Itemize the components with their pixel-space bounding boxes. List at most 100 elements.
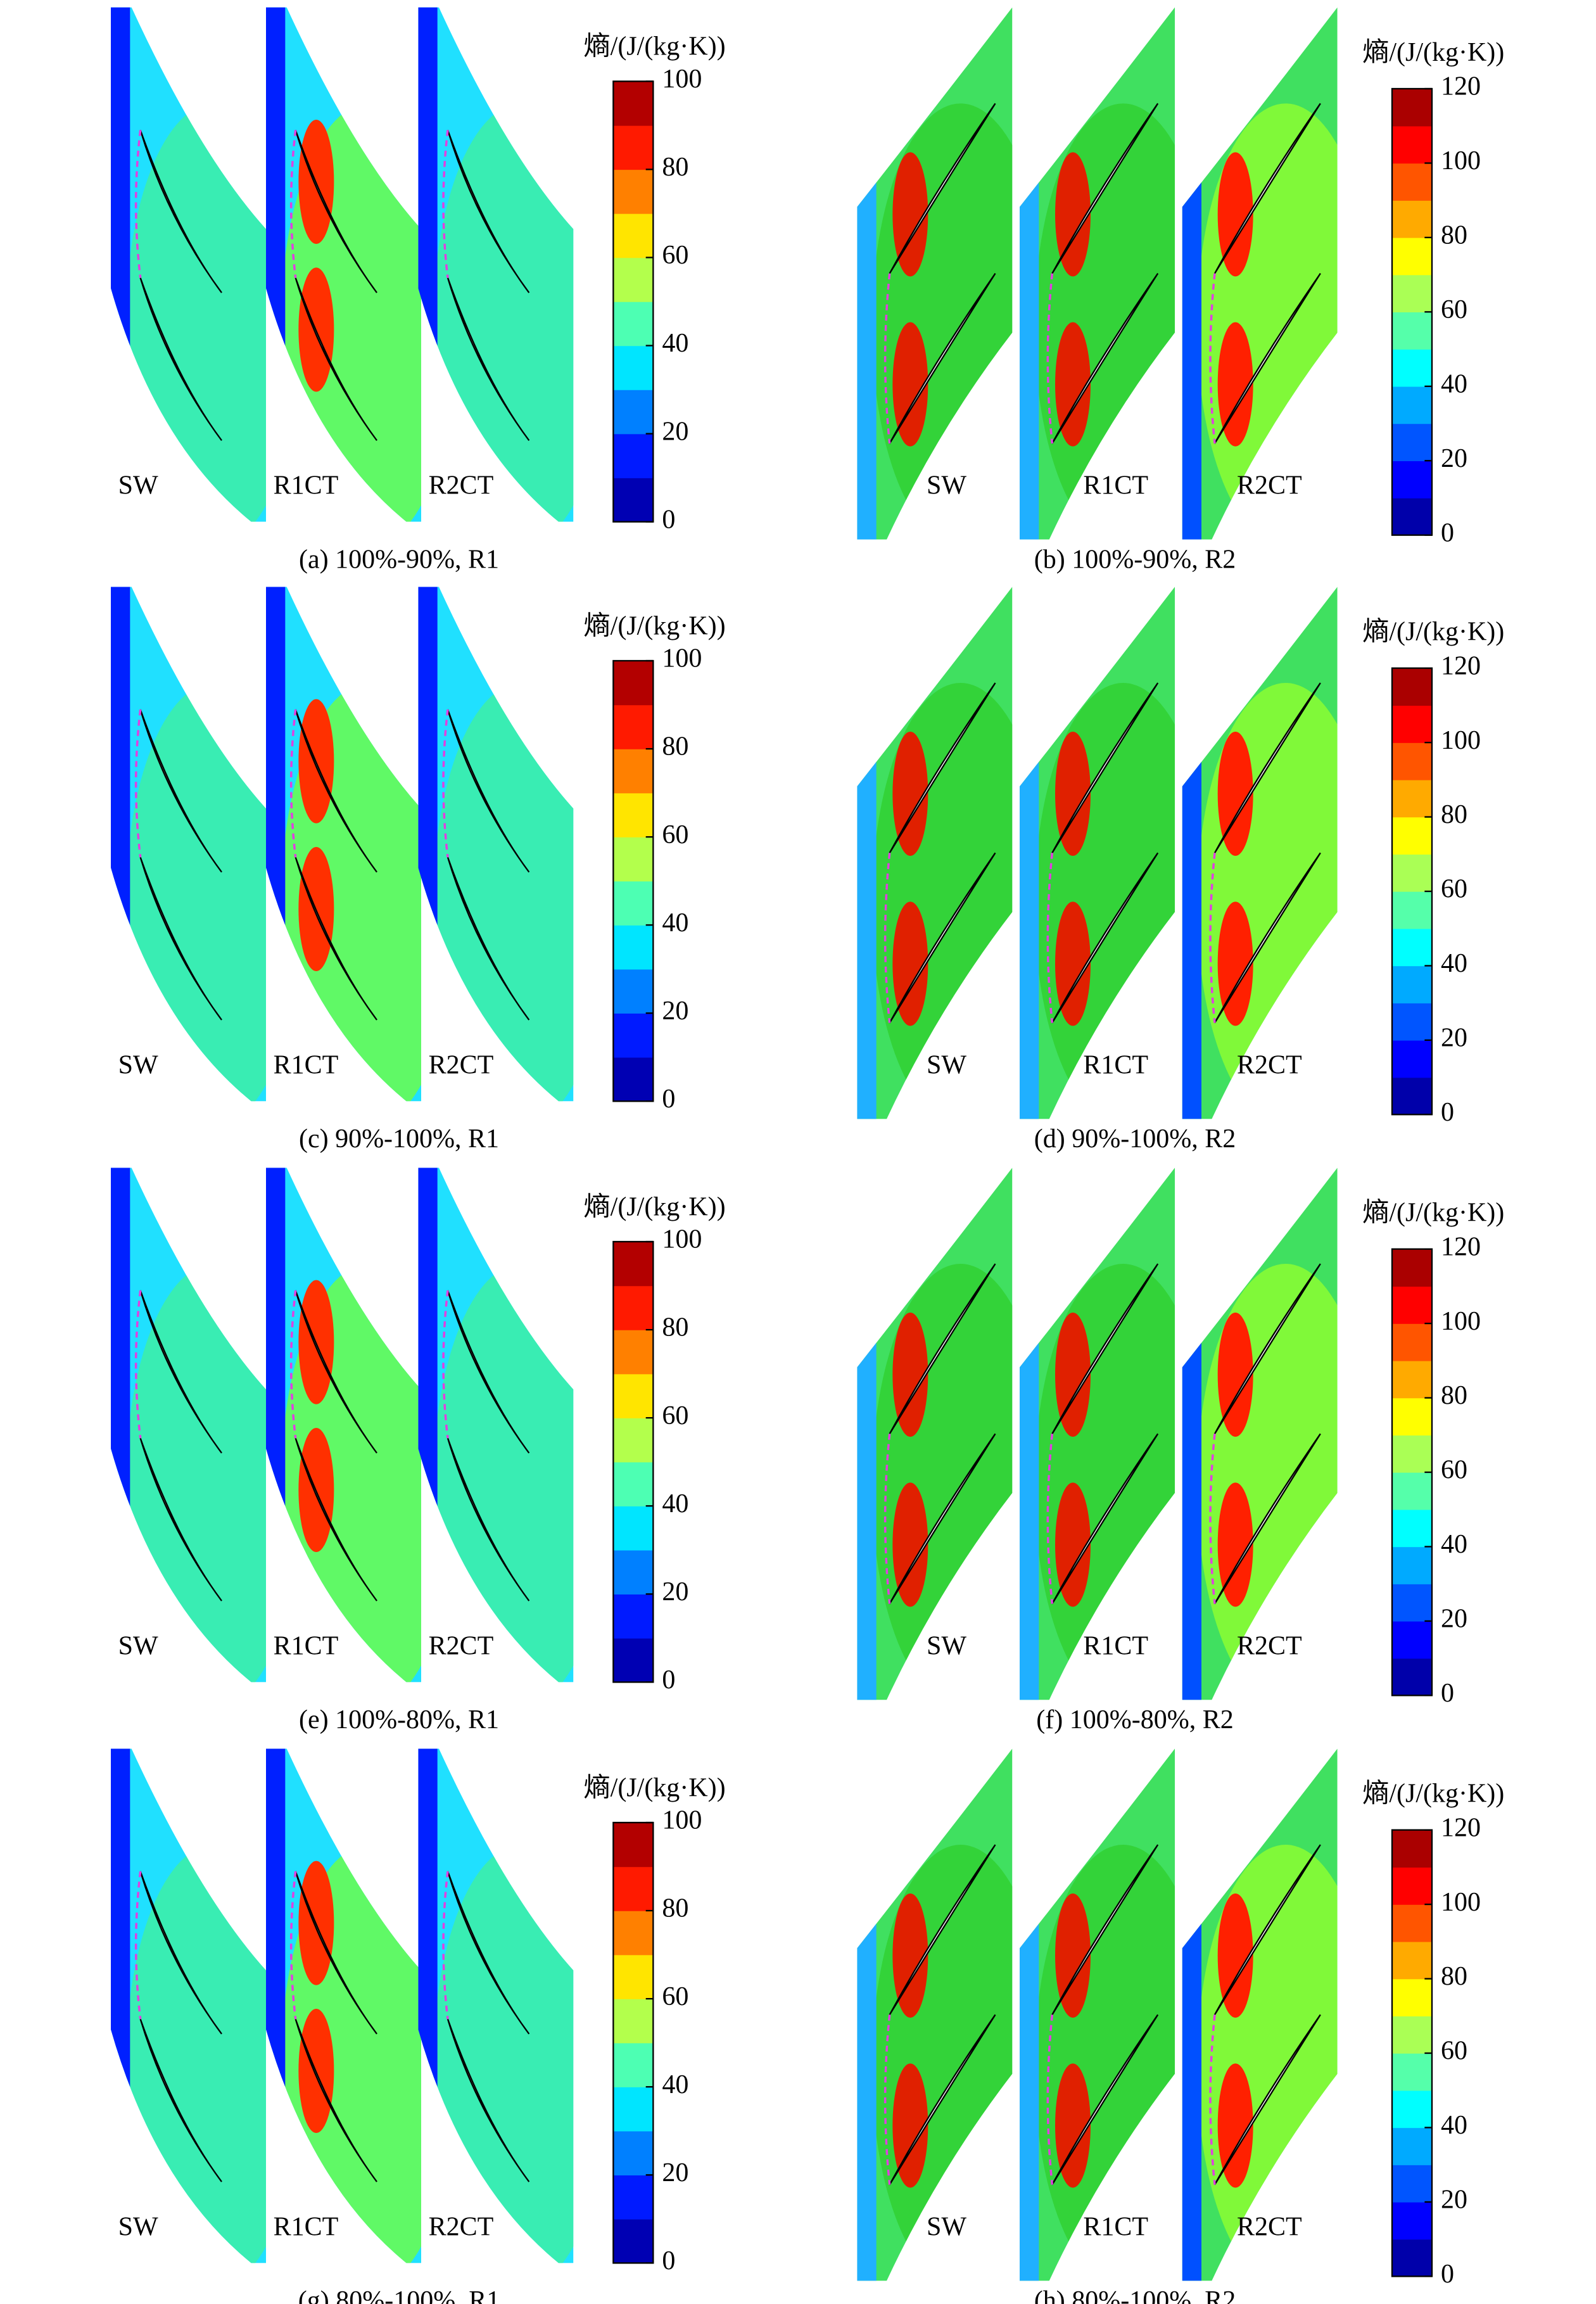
- colorbar-band: [1392, 2127, 1432, 2165]
- colorbar-band: [1392, 125, 1432, 164]
- colorbar-band: [613, 837, 654, 882]
- contour-hotspot: [1217, 322, 1253, 447]
- dashed-line: [884, 2014, 891, 2185]
- contour-edge: [111, 1168, 130, 1683]
- contour-edge: [857, 1168, 877, 1700]
- panel: SW R1CT R2CT (h) 80%-100%, R2 熵/(J/(kg·K)) 0 2…: [857, 1748, 1504, 2304]
- colorbar-tick-label: 60: [662, 1982, 688, 2011]
- colorbar-tick-label: 0: [1441, 518, 1454, 547]
- colorbar-band: [1392, 2016, 1432, 2054]
- contour-edge: [111, 7, 130, 522]
- colorbar-tick-label: 80: [1441, 221, 1467, 250]
- colorbar-tick-label: 0: [662, 505, 675, 534]
- colorbar-tick-label: 60: [1441, 2037, 1467, 2066]
- blade: [139, 129, 222, 293]
- contour-hotspot: [1217, 732, 1253, 856]
- colorbar-band: [1392, 2053, 1432, 2091]
- colorbar-tick-label: 40: [1441, 369, 1467, 398]
- colorbar-tick-label: 100: [1441, 146, 1481, 175]
- colorbar-band: [613, 792, 654, 837]
- blade: [1051, 2014, 1159, 2186]
- domain-label: R1CT: [1083, 2212, 1148, 2241]
- dashed-line: [134, 709, 142, 858]
- colorbar-tick-label: 20: [1441, 1024, 1467, 1053]
- blade: [446, 1290, 530, 1454]
- dashed-line: [289, 1871, 297, 2020]
- blade: [1213, 682, 1321, 853]
- blade: [446, 856, 530, 1021]
- domain-label: R1CT: [274, 1050, 339, 1079]
- colorbar-tick-label: 40: [662, 1489, 688, 1518]
- colorbar-frame: [612, 1240, 654, 1683]
- blade: [294, 129, 377, 293]
- colorbar-band: [1392, 1040, 1432, 1078]
- colorbar-band: [613, 969, 654, 1014]
- colorbar-tick-label: 60: [1441, 875, 1467, 904]
- dashed-line: [134, 1290, 142, 1439]
- caption: (g) 80%-100%, R1: [298, 2286, 500, 2304]
- domain-label: SW: [927, 471, 966, 500]
- blade: [139, 1437, 222, 1601]
- colorbar-tick-label: 0: [662, 2246, 675, 2275]
- dashed-line: [884, 273, 891, 444]
- colorbar-title: 熵/(J/(kg·K)): [584, 1192, 726, 1221]
- blade: [889, 1263, 996, 1434]
- blade: [294, 2018, 377, 2182]
- colorbar-tick-label: 20: [1441, 2186, 1467, 2215]
- colorbar-band: [613, 1550, 654, 1594]
- colorbar-band: [613, 925, 654, 970]
- dashed-line: [442, 130, 449, 278]
- colorbar-band: [613, 1057, 654, 1102]
- colorbar-band: [1392, 965, 1432, 1003]
- contour-domain: [1182, 7, 1338, 540]
- colorbar-tick-label: 60: [662, 241, 688, 270]
- colorbar-band: [1392, 2239, 1432, 2277]
- caption: (h) 80%-100%, R2: [1034, 2286, 1236, 2304]
- contour-hotspot: [1055, 901, 1091, 1026]
- colorbar-band: [1392, 497, 1432, 536]
- colorbar-band: [613, 302, 654, 347]
- dashed-line: [289, 1290, 297, 1439]
- blade: [139, 277, 222, 442]
- blade: [1213, 273, 1321, 444]
- contour-hotspot: [892, 2063, 928, 2188]
- dashed-line: [1209, 1434, 1216, 1604]
- colorbar-band: [613, 2175, 654, 2220]
- dashed-line: [1209, 2014, 1216, 2185]
- blade: [1213, 1844, 1321, 2015]
- contour-hotspot: [1055, 1313, 1091, 1437]
- blade: [1051, 1844, 1159, 2015]
- contour-domain: [418, 7, 574, 522]
- dashed-line: [442, 1871, 449, 2020]
- colorbar-band: [1392, 312, 1432, 350]
- blade: [1051, 1433, 1159, 1605]
- contour-edge: [1182, 7, 1201, 540]
- colorbar-tick-label: 100: [1441, 726, 1481, 755]
- contour-hotspot: [1055, 1482, 1091, 1607]
- blade: [446, 277, 530, 442]
- colorbar-band: [613, 1506, 654, 1551]
- contour-domain: [418, 587, 574, 1102]
- colorbar-tick-label: 120: [1441, 651, 1481, 680]
- colorbar-band: [613, 1330, 654, 1375]
- colorbar-band: [613, 169, 654, 214]
- colorbar-band: [1392, 1003, 1432, 1041]
- panel: SW R1CT R2CT (b) 100%-90%, R2 熵/(J/(kg·K)) 0 2…: [857, 7, 1504, 574]
- colorbar-frame: [612, 80, 654, 523]
- colorbar-band: [1392, 1249, 1432, 1287]
- colorbar-band: [613, 257, 654, 302]
- colorbar-frame: [612, 1821, 654, 2264]
- domain-label: SW: [118, 2212, 158, 2241]
- colorbar-band: [1392, 386, 1432, 424]
- dashed-line: [1046, 2014, 1054, 2185]
- colorbar-band: [1392, 1546, 1432, 1584]
- dashed-line: [1209, 273, 1216, 444]
- colorbar-band: [1392, 1941, 1432, 1980]
- colorbar-band: [613, 661, 654, 706]
- contour-hotspot: [1055, 1893, 1091, 2018]
- dashed-line: [884, 853, 891, 1023]
- colorbar-title: 熵/(J/(kg·K)): [584, 1773, 726, 1802]
- colorbar-band: [1392, 89, 1432, 127]
- colorbar-tick-label: 0: [662, 1665, 675, 1695]
